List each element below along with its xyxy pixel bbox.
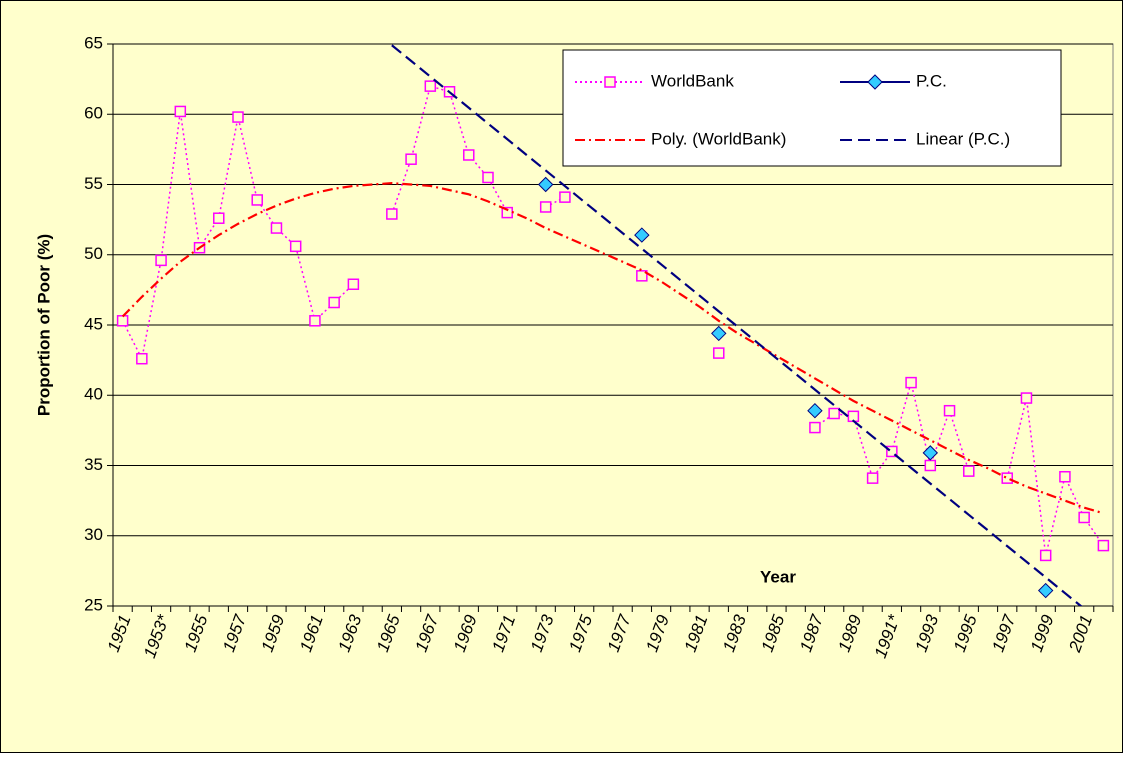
marker [1097, 539, 1110, 552]
marker [1037, 582, 1054, 599]
marker [867, 74, 883, 90]
marker [116, 315, 129, 327]
marker [807, 402, 823, 419]
legend: WorldBank P.C. Poly. (WorldBank) Linear (P.… [562, 49, 1062, 167]
y-axis-title: Proportion of Poor (%) [34, 234, 53, 416]
y-tick-label: 40 [84, 385, 103, 404]
marker [1059, 470, 1071, 483]
y-tick-label: 30 [84, 525, 103, 544]
x-axis-title: Year [760, 567, 796, 586]
marker [559, 191, 571, 203]
marker [711, 325, 727, 342]
y-tick-label: 65 [84, 33, 103, 52]
y-tick-label: 60 [84, 104, 103, 123]
marker [482, 171, 494, 184]
marker [828, 407, 840, 420]
y-tick-label: 35 [84, 455, 103, 474]
marker [886, 445, 898, 458]
marker [289, 240, 302, 253]
marker [405, 153, 417, 165]
marker [539, 201, 552, 213]
marker [463, 149, 475, 161]
marker [1020, 392, 1033, 404]
marker [1078, 511, 1090, 524]
marker [1039, 549, 1052, 562]
marker [174, 105, 187, 118]
marker [604, 76, 616, 88]
marker [634, 227, 650, 243]
y-tick-label: 50 [84, 244, 103, 263]
marker [905, 376, 917, 389]
marker [328, 296, 340, 309]
marker [713, 347, 725, 359]
marker [963, 465, 975, 477]
marker [943, 404, 956, 417]
legend-label: Poly. (WorldBank) [651, 129, 786, 148]
marker [922, 445, 939, 461]
marker [232, 111, 244, 123]
marker [809, 421, 821, 434]
marker [1001, 472, 1013, 484]
legend-box [562, 49, 1062, 167]
legend-label: Linear (P.C.) [916, 129, 1010, 148]
y-tick-label: 45 [84, 314, 103, 333]
series-line [545, 196, 566, 208]
legend-label: P.C. [916, 71, 947, 90]
marker [213, 212, 225, 224]
marker [270, 222, 283, 234]
marker [155, 254, 167, 267]
marker [636, 270, 648, 282]
marker [424, 80, 437, 92]
marker [136, 352, 148, 365]
marker [347, 278, 360, 291]
series-line [391, 44, 1083, 606]
marker [924, 459, 937, 472]
marker [251, 194, 263, 206]
marker [866, 472, 879, 484]
series-line [1006, 397, 1104, 556]
marker [309, 315, 321, 327]
marker [386, 208, 398, 220]
marker [537, 176, 554, 193]
y-tick-label: 55 [84, 174, 103, 193]
legend-label: WorldBank [651, 71, 734, 90]
plot [116, 44, 1110, 606]
series-line [121, 181, 1104, 515]
y-tick-label: 25 [84, 595, 103, 614]
